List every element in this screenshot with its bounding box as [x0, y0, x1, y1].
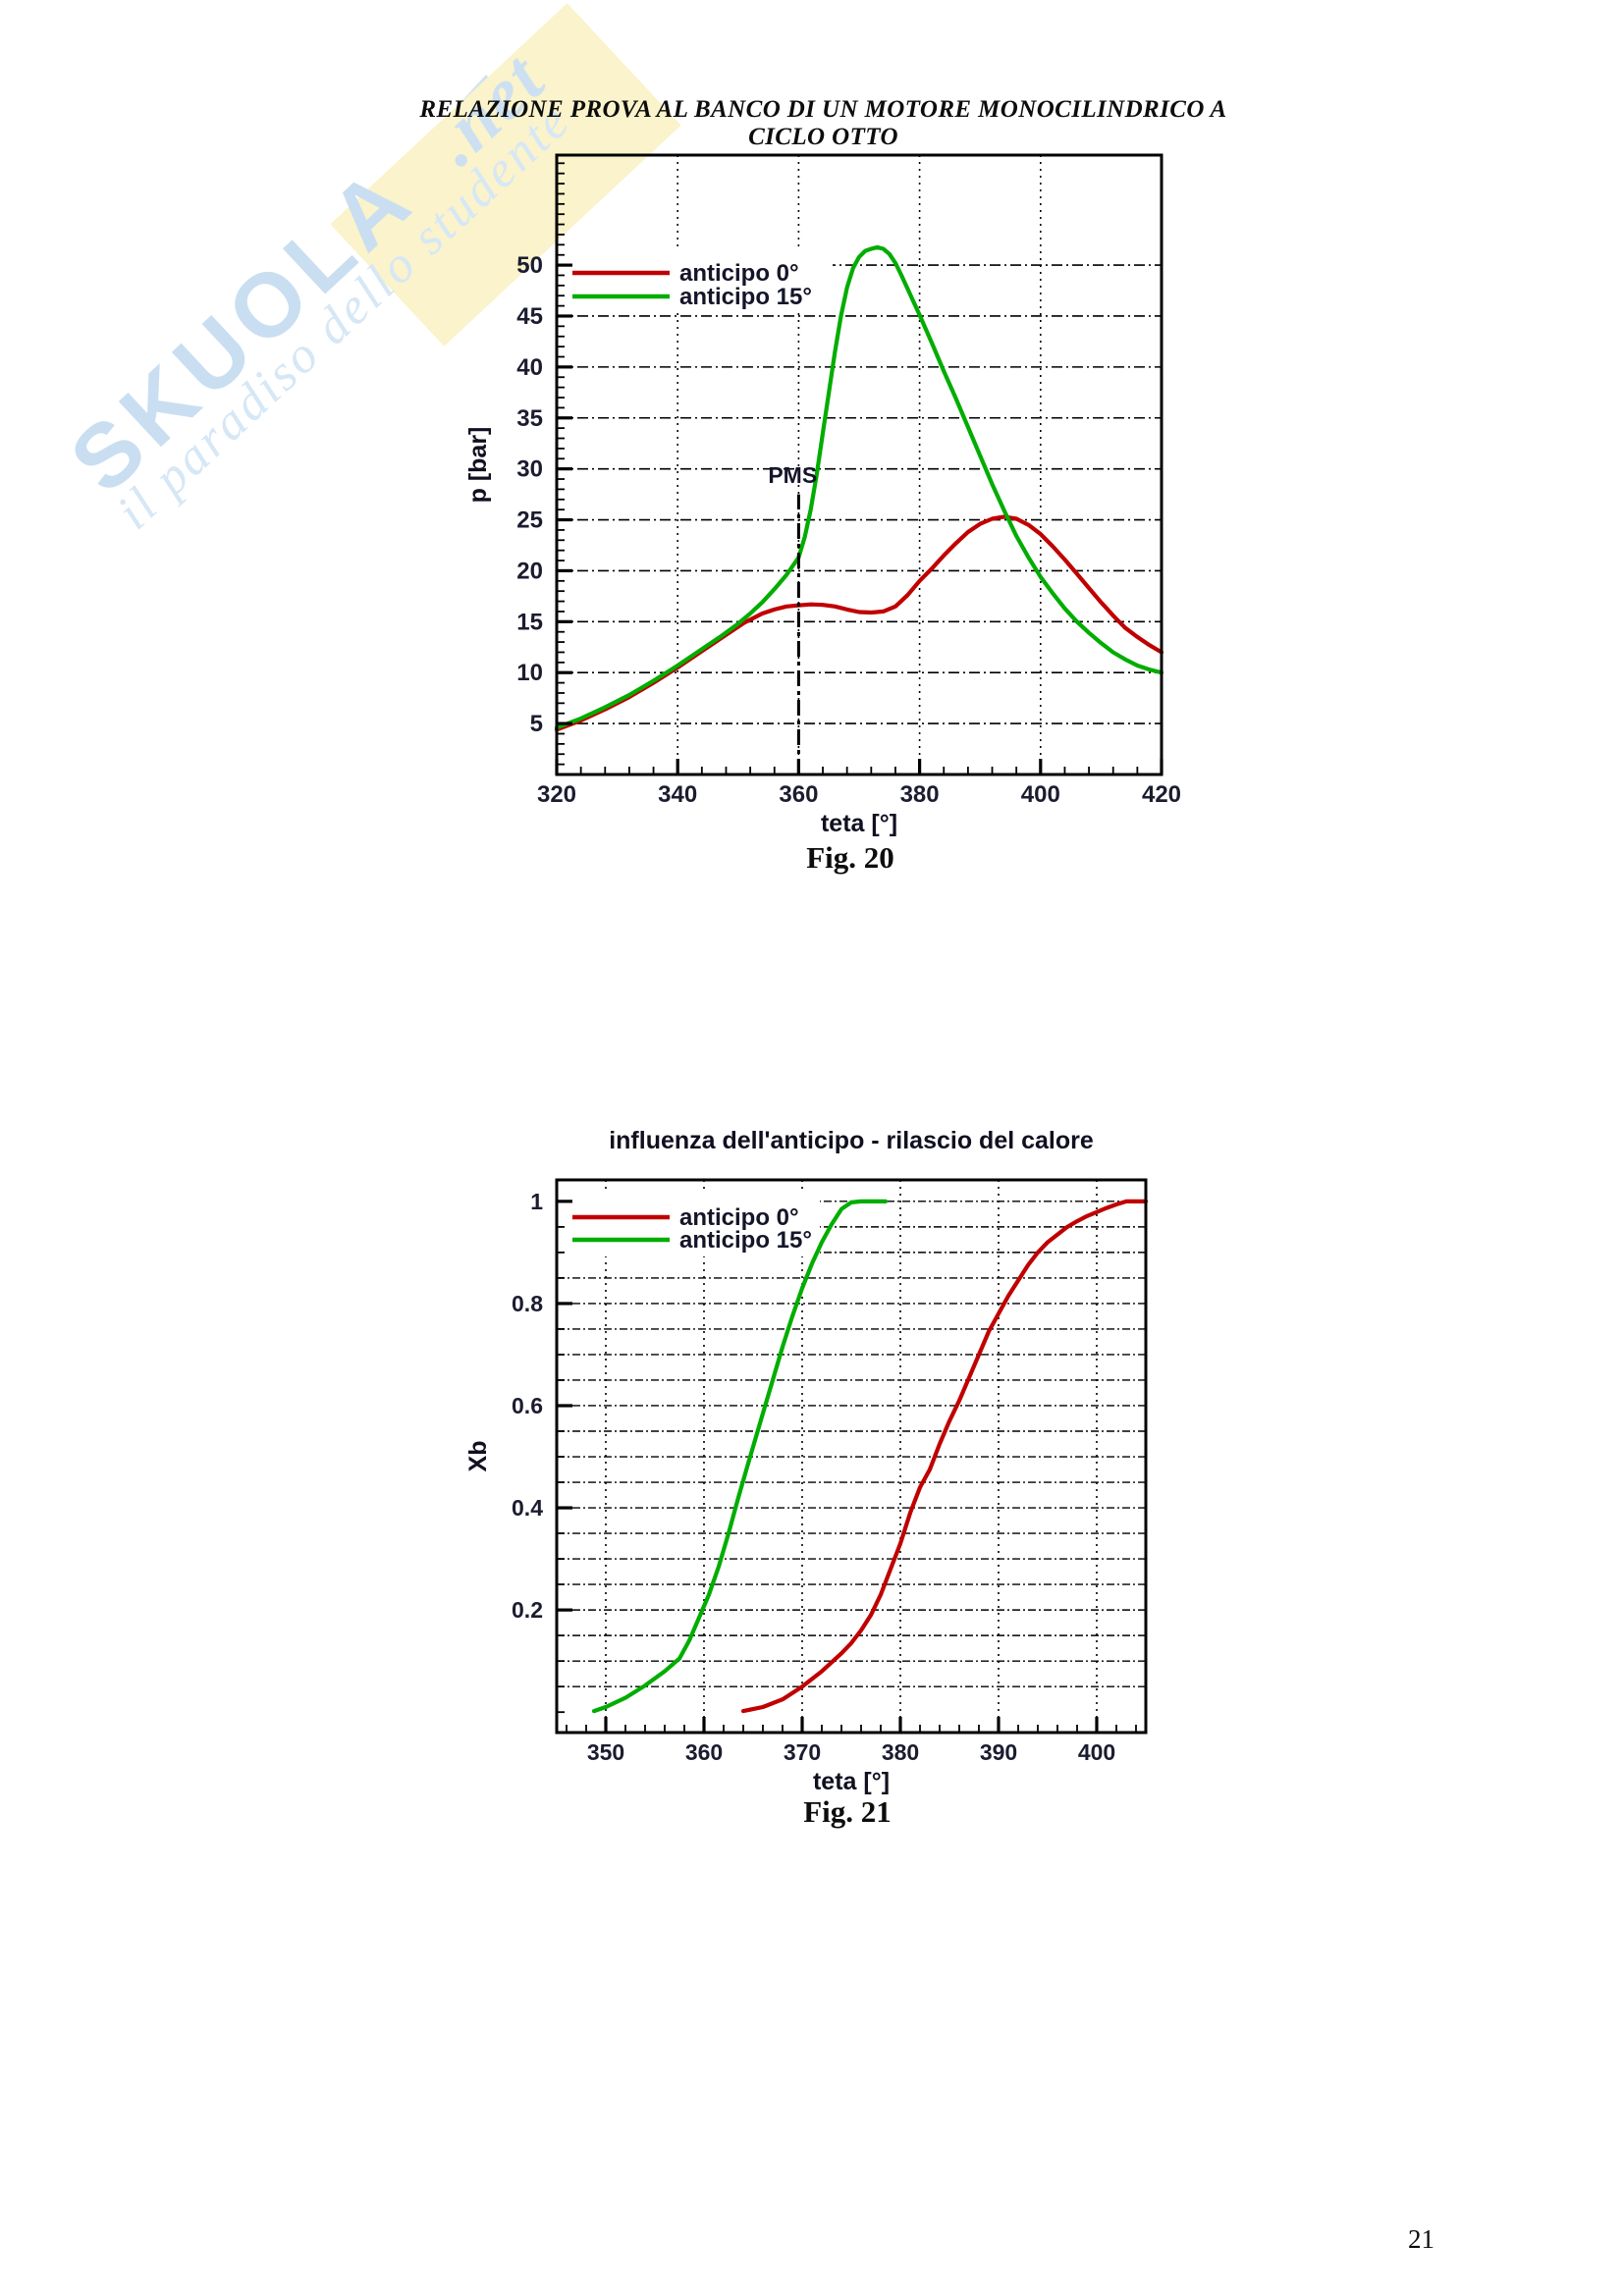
y-tick-label: 35: [516, 405, 543, 432]
fig20-caption: Fig. 20: [806, 840, 894, 875]
legend-background: [563, 247, 833, 312]
x-tick-label: 400: [1078, 1739, 1115, 1765]
page-header: RELAZIONE PROVA AL BANCO DI UN MOTORE MO…: [419, 96, 1227, 150]
x-tick-label: 420: [1142, 781, 1181, 808]
y-tick-label: 0.8: [512, 1291, 543, 1316]
legend-label-0: anticipo 0°: [679, 1204, 799, 1231]
y-tick-label: 10: [516, 660, 543, 686]
series-line-0: [554, 514, 1164, 732]
x-tick-label: 380: [900, 781, 940, 808]
series-line-1: [554, 244, 1164, 730]
x-tick-label: 320: [537, 781, 576, 808]
gridlines: [557, 1180, 1146, 1733]
x-tick-label: 400: [1021, 781, 1060, 808]
y-tick-label: 40: [516, 354, 543, 381]
axis-ticks: [557, 1200, 1137, 1733]
x-tick-label: 360: [779, 781, 818, 808]
pms-annotation-label: PMS: [768, 462, 817, 488]
y-tick-label: 45: [516, 303, 543, 330]
x-tick-label: 360: [685, 1739, 723, 1765]
legend-label-0: anticipo 0°: [679, 260, 799, 287]
y-tick-label: 1: [530, 1189, 543, 1214]
x-tick-label: 380: [882, 1739, 919, 1765]
series-line-1: [591, 1199, 889, 1714]
gridlines: [557, 155, 1162, 774]
y-tick-label: 0.6: [512, 1393, 543, 1418]
legend-label-1: anticipo 15°: [679, 1227, 812, 1254]
y-tick-label: 15: [516, 609, 543, 635]
x-axis-label: teta [°]: [813, 1768, 890, 1795]
x-axis-label: teta [°]: [821, 810, 897, 837]
fig21-heat-release-chart: 350 360 370 380 390 400 0.2 0.4 0.6 0.8 1 teta [°] X…: [464, 1127, 1149, 1795]
watermark-brand-name: SKUOLA: [51, 146, 434, 512]
y-tick-label: 5: [530, 711, 543, 737]
y-tick-label: 0.2: [512, 1597, 543, 1623]
y-tick-label: 25: [516, 507, 543, 534]
y-tick-label: 50: [516, 252, 543, 279]
axis-ticks: [555, 162, 1163, 775]
y-tick-label: 30: [516, 456, 543, 483]
y-axis-label: Xb: [464, 1441, 492, 1472]
y-axis-label: p [bar]: [464, 427, 492, 504]
series-line-0: [740, 1199, 1149, 1714]
y-tick-label: 20: [516, 558, 543, 584]
fig20-pressure-chart: 320 340 360 380 400 420 5 10 15 20 25 30 35 40 45 50 tet…: [464, 153, 1181, 837]
legend-background: [563, 1194, 820, 1256]
y-tick-label: 0.4: [512, 1495, 543, 1521]
fig21-caption: Fig. 21: [803, 1794, 892, 1829]
legend-label-1: anticipo 15°: [679, 284, 812, 310]
x-tick-label: 390: [980, 1739, 1017, 1765]
chart-title: influenza dell'anticipo - rilascio del c…: [609, 1127, 1094, 1154]
x-tick-label: 350: [587, 1739, 624, 1765]
plot-border: [555, 153, 1163, 776]
x-tick-label: 340: [658, 781, 697, 808]
page-number: 21: [1408, 2224, 1434, 2254]
x-tick-label: 370: [784, 1739, 821, 1765]
